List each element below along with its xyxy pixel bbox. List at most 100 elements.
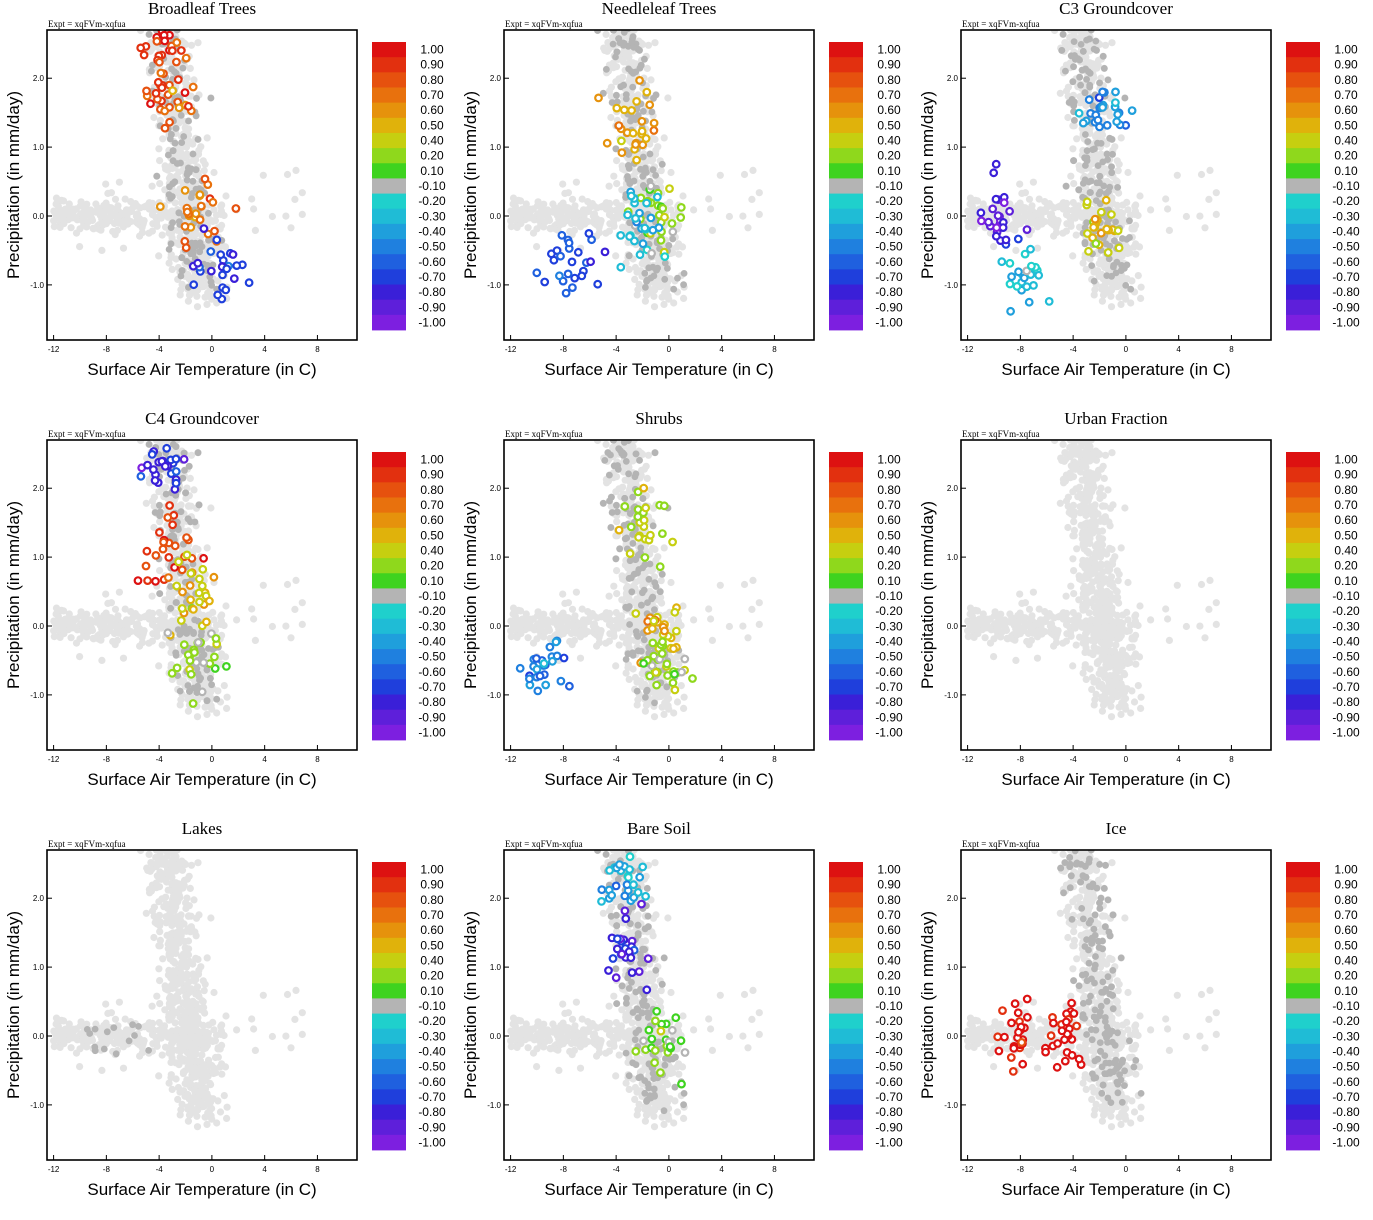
background-point <box>190 76 197 83</box>
neutral-point <box>148 68 155 75</box>
background-point <box>217 211 224 218</box>
colorbar-label: 0.40 <box>877 134 901 148</box>
chart-title: Shrubs <box>635 409 682 428</box>
highlight-point <box>1113 118 1120 125</box>
highlight-point <box>624 212 631 219</box>
neutral-point <box>185 682 192 689</box>
background-point <box>1059 230 1066 237</box>
neutral-point <box>190 178 197 185</box>
y-tick-label: 0.0 <box>33 622 45 631</box>
background-point <box>610 219 617 226</box>
background-point <box>1119 202 1126 209</box>
highlight-point <box>1006 208 1013 215</box>
colorbar-swatch <box>372 634 406 650</box>
neutral-point <box>185 118 192 125</box>
colorbar-swatch <box>372 103 406 119</box>
background-point <box>1064 114 1071 121</box>
background-point <box>561 190 568 197</box>
highlight-point <box>1092 216 1099 223</box>
y-tick-label: 2.0 <box>490 74 502 83</box>
highlight-point <box>563 290 570 297</box>
colorbar-label: -0.60 <box>1332 255 1360 269</box>
background-point <box>1164 205 1171 212</box>
colorbar-label: 0.90 <box>420 468 444 482</box>
background-point <box>675 251 682 258</box>
neutral-point <box>659 161 666 168</box>
highlight-point <box>195 260 202 267</box>
highlight-point <box>1084 199 1091 206</box>
colorbar-swatch <box>829 103 863 119</box>
colorbar-label: 0.10 <box>420 164 444 178</box>
background-point <box>292 167 299 174</box>
colorbar-swatch <box>372 513 406 529</box>
background-point <box>192 545 199 552</box>
neutral-point <box>1082 89 1089 96</box>
colorbar-swatch <box>829 118 863 134</box>
highlight-point <box>179 605 186 612</box>
colorbar-label: 1.00 <box>420 43 444 57</box>
background-point <box>252 227 259 234</box>
highlight-point <box>638 195 645 202</box>
highlight-point <box>989 206 996 213</box>
colorbar-swatch <box>829 133 863 149</box>
highlight-point <box>165 630 172 637</box>
background-point <box>744 224 751 231</box>
neutral-point <box>1114 259 1121 266</box>
colorbar-label: -1.00 <box>418 315 446 329</box>
neutral-point <box>1086 84 1093 91</box>
background-point <box>222 653 229 660</box>
background-point <box>83 201 90 208</box>
colorbar-swatch <box>372 528 406 544</box>
highlight-point <box>217 251 224 258</box>
background-point <box>292 577 299 584</box>
colorbar: 1.000.900.800.700.600.500.400.200.10-0.1… <box>829 42 903 330</box>
highlight-point <box>201 225 208 232</box>
colorbar-swatch <box>829 300 863 316</box>
highlight-point <box>144 548 151 555</box>
background-point <box>1108 287 1115 294</box>
background-point <box>647 76 654 83</box>
background-point <box>120 655 127 662</box>
highlight-point <box>595 95 602 102</box>
neutral-point <box>626 252 633 259</box>
background-point <box>169 266 176 273</box>
background-point <box>1198 171 1205 178</box>
background-point <box>1069 252 1076 259</box>
neutral-point <box>1096 191 1103 198</box>
highlight-point <box>196 599 203 606</box>
background-point <box>299 599 306 606</box>
background-point <box>111 621 118 628</box>
neutral-point <box>183 629 190 636</box>
background-point <box>1131 211 1138 218</box>
highlight-point <box>157 203 164 210</box>
highlight-point <box>1129 107 1136 114</box>
highlight-point <box>149 451 156 458</box>
highlight-point <box>153 90 160 97</box>
highlight-point <box>137 45 144 52</box>
colorbar-label: 0.60 <box>1334 103 1358 117</box>
highlight-point <box>153 552 160 559</box>
background-point <box>287 634 294 641</box>
points-layer <box>507 435 763 720</box>
x-axis-label: Surface Air Temperature (in C) <box>87 360 316 379</box>
colorbar-swatch <box>372 604 406 620</box>
colorbar-label: 0.90 <box>877 58 901 72</box>
background-point <box>556 222 563 229</box>
background-point <box>162 165 169 172</box>
neutral-point <box>208 279 215 286</box>
highlight-point <box>646 102 653 109</box>
colorbar-swatch <box>829 72 863 88</box>
neutral-point <box>199 647 206 654</box>
background-point <box>596 224 603 231</box>
background-point <box>1136 192 1143 199</box>
colorbar-swatch <box>372 573 406 589</box>
y-tick-label: 1.0 <box>33 553 45 562</box>
colorbar-swatch <box>829 224 863 240</box>
neutral-point <box>681 270 688 277</box>
background-point <box>1041 198 1048 205</box>
highlight-point <box>169 522 176 529</box>
y-axis-label: Precipitation (in mm/day) <box>4 91 23 279</box>
colorbar-label: -0.40 <box>418 225 446 239</box>
highlight-point <box>208 268 215 275</box>
colorbar-label: -0.80 <box>1332 285 1360 299</box>
